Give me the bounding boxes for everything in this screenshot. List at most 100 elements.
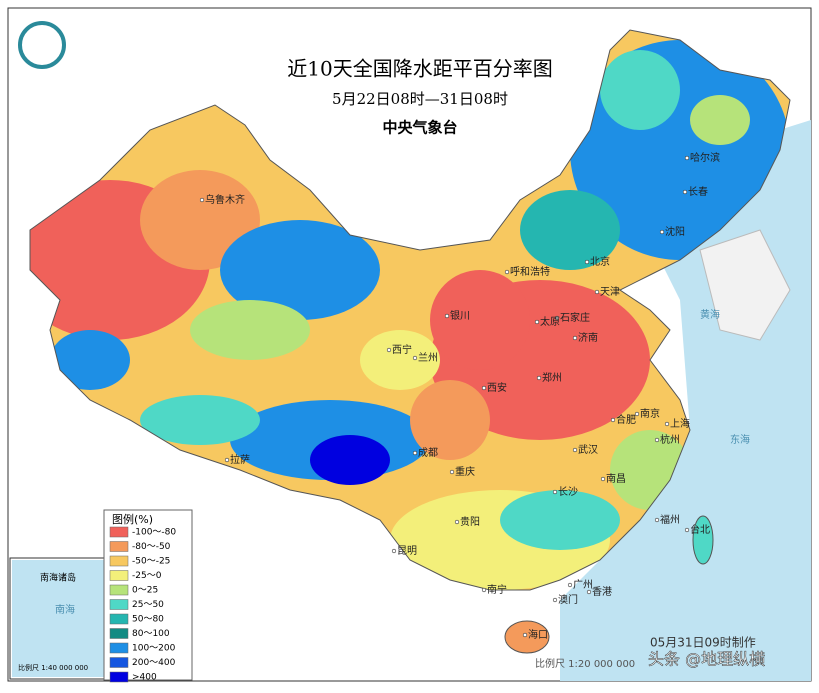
city-label: 郑州 [542, 371, 562, 384]
city-dot [684, 527, 690, 533]
watermark: 头条 @地理纵横 [648, 650, 765, 669]
city-label: 武汉 [578, 443, 598, 456]
city-label: 台北 [690, 523, 710, 536]
city-label: 哈尔滨 [690, 151, 720, 164]
legend-label: 200～400 [132, 658, 176, 668]
border [29, 29, 791, 591]
legend-swatch [109, 541, 129, 552]
city-dot [586, 589, 592, 595]
city-dot [584, 259, 590, 265]
city-dot [572, 335, 578, 341]
city-dot [449, 469, 455, 475]
city-dot [610, 417, 616, 423]
legend-swatch [109, 657, 129, 668]
city-dot [682, 189, 688, 195]
legend-label: 100～200 [132, 644, 176, 654]
city-dot [554, 315, 560, 321]
inset-sea [12, 560, 106, 677]
city-dot [391, 548, 397, 554]
title: 近10天全国降水距平百分率图 [287, 57, 552, 81]
logo [18, 21, 66, 69]
city-label: 广州 [573, 579, 593, 591]
agency: 中央气象台 [382, 119, 457, 137]
legend-label: -80～-50 [132, 542, 171, 552]
city-label: 拉萨 [230, 453, 250, 466]
city-dot [634, 411, 640, 417]
city-dot [552, 597, 558, 603]
sea-label: 东海 [730, 433, 750, 446]
legend-swatch [109, 613, 129, 625]
subtitle: 5月22日08时—31日08时 [332, 90, 508, 108]
city-dot [567, 582, 573, 588]
legend-swatch [109, 642, 129, 654]
legend-swatch [109, 671, 129, 683]
city-dot [412, 450, 418, 456]
city-label: 西安 [487, 381, 507, 394]
legend-label: >400 [132, 673, 157, 683]
city-label: 澳门 [558, 593, 578, 606]
city-label: 成都 [418, 447, 438, 459]
inset-title: 南海诸岛 [40, 572, 76, 584]
city-label: 天津 [600, 286, 620, 298]
city-label: 重庆 [455, 465, 475, 478]
city-label: 福州 [660, 513, 680, 526]
city-label: 长沙 [558, 486, 578, 498]
made: 05月31日09时制作 [650, 636, 756, 650]
city-dot [199, 197, 205, 203]
city-dot [454, 519, 460, 525]
city-dot [522, 632, 528, 638]
city-label: 太原 [540, 315, 560, 328]
legend-swatch [109, 570, 129, 581]
city-label: 南昌 [606, 472, 626, 485]
sea-label: 南海 [55, 603, 75, 616]
city-label: 西宁 [392, 343, 412, 356]
city-label: 昆明 [397, 545, 417, 557]
inset-scale: 比例尺 1:40 000 000 [18, 663, 88, 672]
city-label: 济南 [578, 331, 598, 344]
legend-swatch [109, 599, 129, 610]
city-label: 银川 [450, 309, 470, 322]
city-dot [481, 385, 487, 391]
city-dot [534, 319, 540, 325]
city-label: 海口 [528, 628, 548, 641]
city-dot [664, 421, 670, 427]
city-dot [552, 489, 558, 495]
legend-swatch [109, 526, 129, 538]
legend-swatch [109, 555, 129, 567]
city-dot [504, 269, 510, 275]
city-dot [659, 229, 665, 235]
legend-swatch [109, 628, 129, 639]
city-dot [654, 517, 660, 523]
city-dot [481, 587, 487, 593]
city-label: 沈阳 [665, 225, 685, 238]
city-dot [572, 447, 578, 453]
city-label: 南宁 [487, 583, 507, 596]
korea [699, 229, 791, 341]
city-dot [684, 155, 690, 161]
city-dot [224, 457, 230, 463]
city-label: 上海 [670, 417, 690, 430]
legend-label: 80～100 [132, 629, 170, 639]
city-label: 乌鲁木齐 [205, 193, 245, 206]
city-label: 贵阳 [460, 515, 480, 528]
scale: 比例尺 1:20 000 000 [535, 657, 635, 670]
legend-title: 图例(%) [112, 512, 153, 526]
legend: -100～-80 -80～-50 -50～-25 -25～0 0～25 25～50 50～8… [109, 526, 176, 683]
city-dot [412, 355, 418, 361]
city-label: 呼和浩特 [510, 266, 550, 278]
city-dot [444, 313, 450, 319]
city-dot [536, 375, 542, 381]
city-label: 杭州 [660, 433, 680, 446]
city-label: 香港 [592, 586, 612, 598]
city-dot [654, 437, 660, 443]
precip-field [30, 30, 790, 590]
legend-swatch [109, 584, 129, 596]
city-label: 长春 [688, 186, 708, 198]
legend-label: 50～80 [132, 615, 164, 625]
legend-label: -100～-80 [132, 528, 176, 538]
city-dot [594, 289, 600, 295]
sea-label: 黄海 [700, 308, 720, 321]
